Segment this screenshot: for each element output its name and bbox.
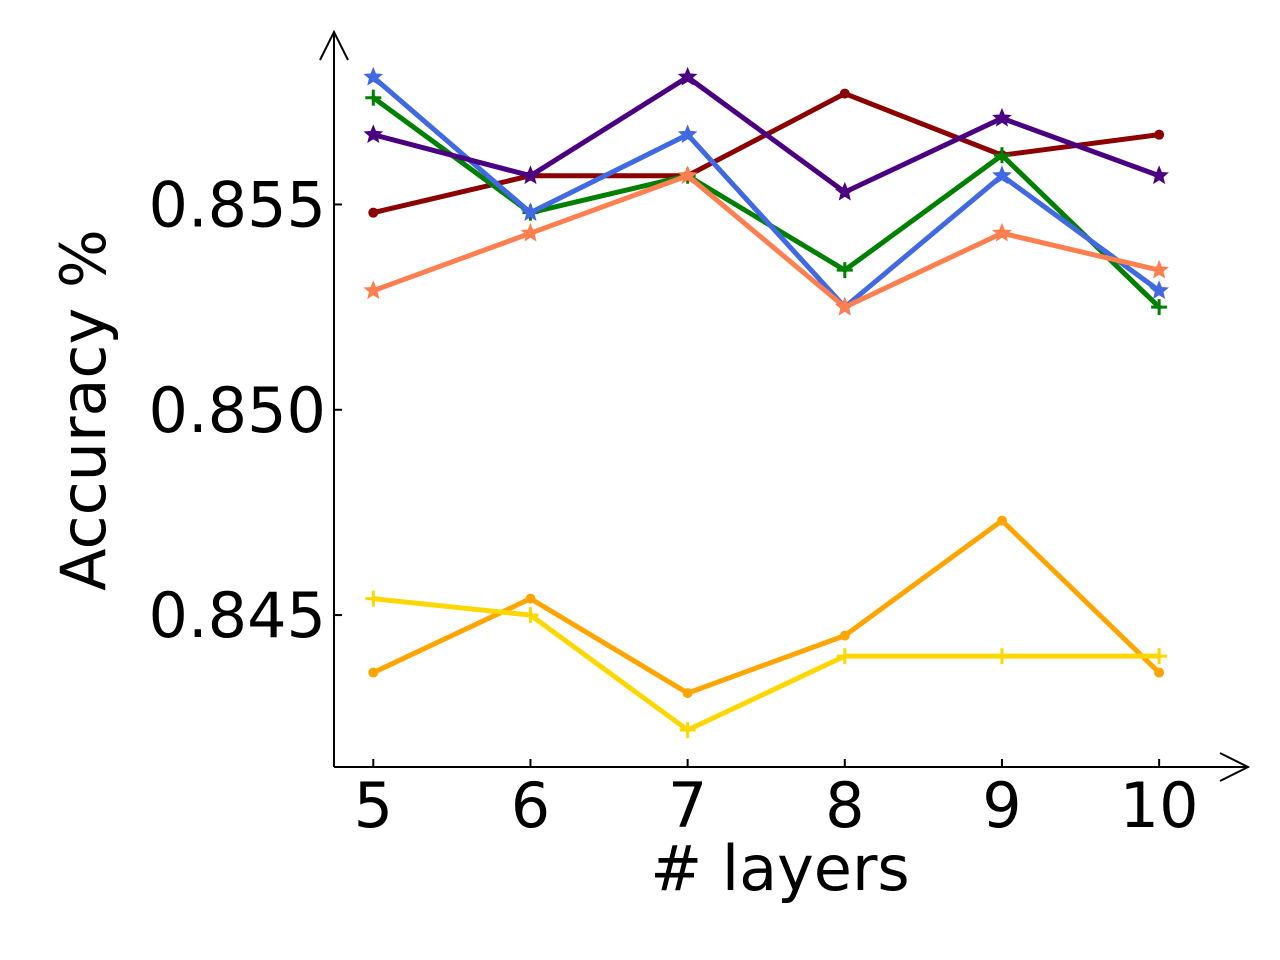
data-point — [520, 202, 541, 222]
data-point — [677, 124, 698, 144]
data-point — [677, 66, 698, 86]
data-point — [365, 590, 382, 607]
data-point — [839, 88, 850, 99]
data-point — [993, 648, 1010, 665]
data-point — [1154, 667, 1165, 678]
series-5 — [363, 165, 1169, 316]
series-6 — [368, 515, 1165, 699]
data-point — [992, 165, 1012, 185]
data-point — [993, 147, 1010, 164]
series-2 — [365, 89, 1168, 316]
data-point — [363, 280, 384, 300]
data-point — [1149, 259, 1169, 279]
y-tick-label: 0.845 — [149, 579, 327, 652]
x-tick-label: 5 — [354, 769, 393, 842]
axes — [319, 29, 1251, 782]
x-tick-label: 7 — [668, 769, 707, 842]
data-point — [682, 688, 693, 699]
y-axis-title: Accuracy % — [47, 229, 120, 591]
data-point — [1149, 165, 1169, 185]
series-line — [370, 518, 1162, 696]
data-point — [834, 296, 855, 316]
x-axis-arrow — [1219, 752, 1251, 782]
data-point — [1149, 280, 1169, 300]
series-4 — [363, 66, 1169, 201]
data-point — [992, 222, 1012, 242]
data-point — [839, 630, 850, 641]
series-line — [370, 173, 1162, 310]
x-tick-label: 8 — [825, 769, 864, 842]
data-point — [1151, 648, 1168, 665]
data-point — [836, 648, 853, 665]
data-point — [1154, 129, 1165, 140]
data-point — [520, 165, 541, 185]
y-axis-arrow — [319, 29, 349, 61]
x-tick-label: 10 — [1120, 769, 1199, 842]
series-3 — [363, 66, 1169, 316]
data-point — [992, 107, 1012, 127]
data-point — [677, 165, 698, 185]
data-point — [368, 667, 379, 678]
x-tick-label: 6 — [511, 769, 550, 842]
data-point — [996, 515, 1007, 526]
data-point — [365, 89, 382, 106]
data-point — [363, 124, 384, 144]
data-point — [525, 593, 536, 604]
data-point — [834, 181, 855, 201]
series-7 — [365, 590, 1168, 739]
series-group — [363, 66, 1169, 739]
data-point — [1151, 299, 1168, 316]
ticks: 5 6 7 8 9 10 0.845 0.850 0.855 — [149, 168, 1199, 842]
data-point — [522, 607, 539, 624]
data-point — [679, 722, 696, 739]
data-point — [363, 66, 384, 86]
y-tick-label: 0.855 — [149, 168, 327, 241]
x-tick-label: 9 — [982, 769, 1021, 842]
data-point — [520, 222, 541, 242]
x-axis-title: # layers — [650, 832, 910, 905]
series-line — [370, 74, 1162, 310]
series-line — [370, 74, 1162, 195]
data-point — [368, 207, 379, 218]
series-line — [370, 596, 1162, 733]
data-point — [836, 262, 853, 279]
y-tick-label: 0.850 — [149, 374, 327, 447]
